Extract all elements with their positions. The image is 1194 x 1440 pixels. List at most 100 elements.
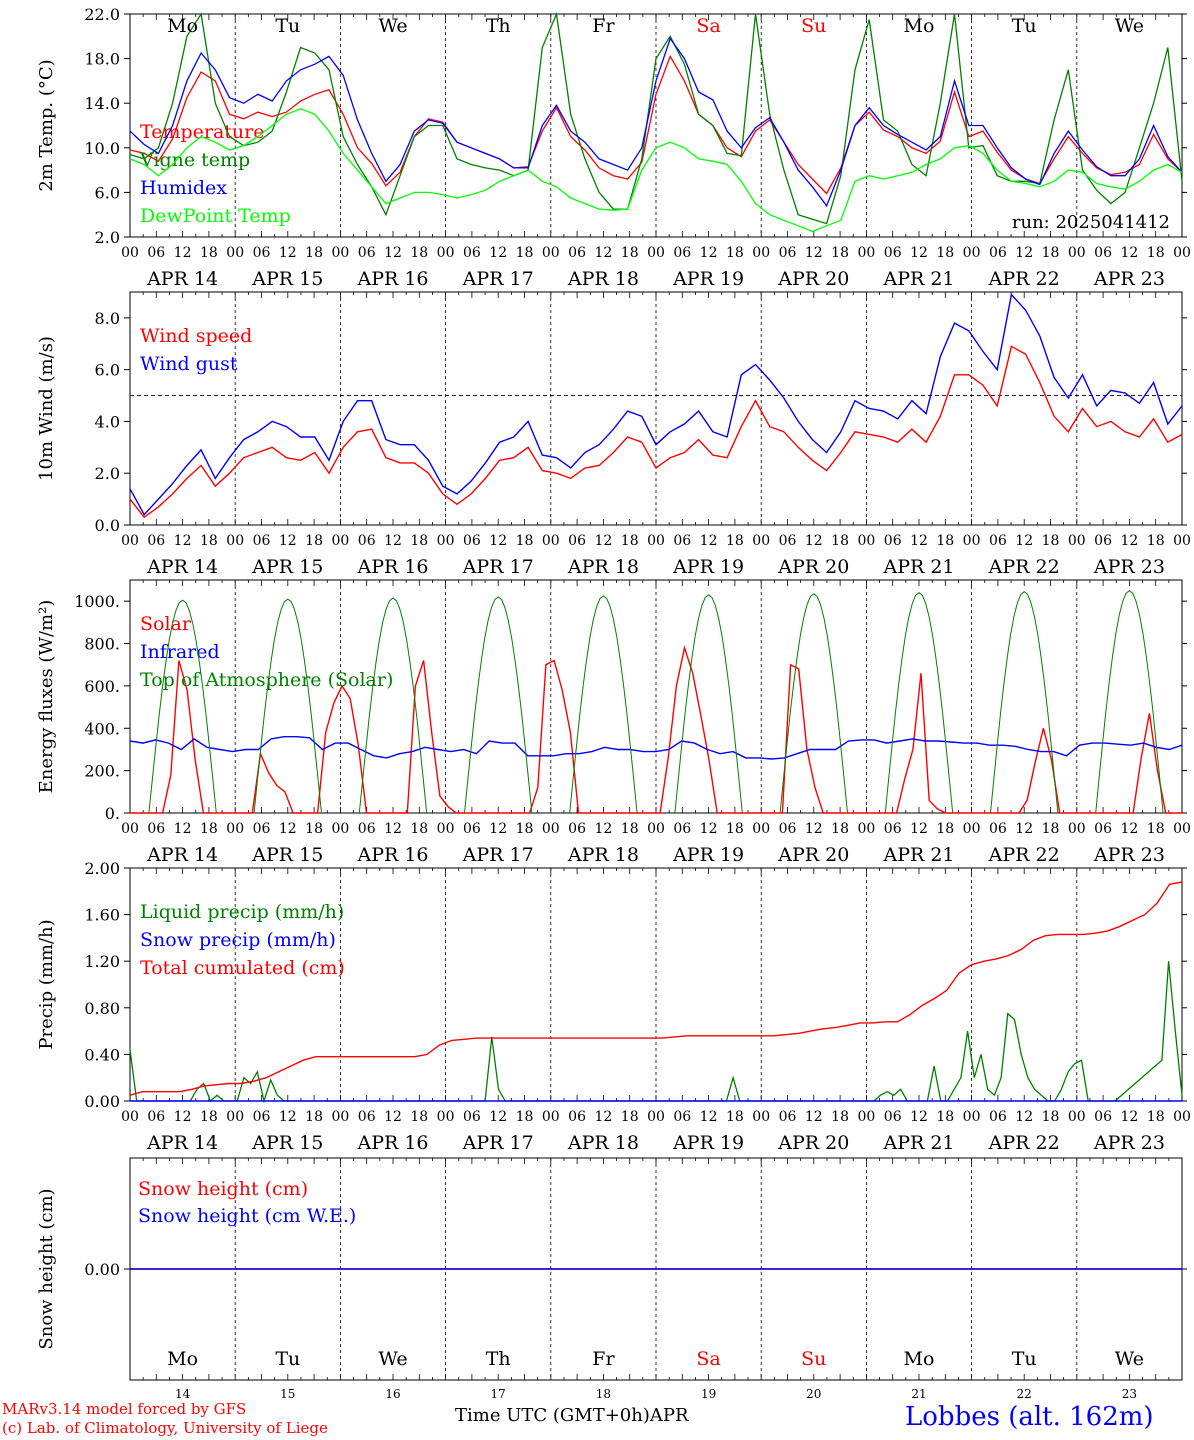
- hour-label: 00: [331, 1109, 349, 1125]
- date-label: APR 22: [988, 844, 1060, 866]
- y-tick-label: 0.00: [84, 1260, 120, 1279]
- hour-label: 12: [489, 1109, 507, 1125]
- series-line-dewpoint-temp: [129, 108, 1183, 233]
- hour-label: 06: [884, 533, 902, 549]
- hour-label: 18: [516, 245, 534, 261]
- hour-label: 18: [831, 821, 849, 837]
- weekday-label-top: Mo: [904, 15, 935, 37]
- date-label: APR 22: [988, 1132, 1060, 1154]
- hour-label: 06: [884, 245, 902, 261]
- hour-label: 12: [1015, 821, 1033, 837]
- hour-label: 00: [226, 1109, 244, 1125]
- hour-label: 06: [147, 1109, 165, 1125]
- legend-entry: Wind gust: [140, 353, 238, 375]
- hour-label: 06: [673, 533, 691, 549]
- legend-entry: Liquid precip (mm/h): [140, 901, 344, 923]
- hour-label: 00: [542, 245, 560, 261]
- hour-label: 00: [331, 245, 349, 261]
- hour-label: 18: [621, 821, 639, 837]
- y-tick-label: 200.: [84, 762, 120, 781]
- hour-label: 18: [410, 1109, 428, 1125]
- hour-label: 12: [384, 533, 402, 549]
- hour-label: 18: [1147, 245, 1165, 261]
- hour-label: 06: [779, 821, 797, 837]
- y-axis-label: Precip (mm/h): [36, 919, 57, 1049]
- legend-entry: DewPoint Temp: [140, 205, 291, 227]
- hour-label: 18: [410, 821, 428, 837]
- hour-label: 06: [1094, 245, 1112, 261]
- hour-label: 18: [936, 821, 954, 837]
- model-credit: MARv3.14 model forced by GFS: [2, 1400, 247, 1418]
- hour-label: 12: [489, 533, 507, 549]
- hour-label: 00: [437, 245, 455, 261]
- hour-label: 00: [542, 821, 560, 837]
- hour-label: 12: [279, 245, 297, 261]
- date-label: APR 21: [882, 1132, 954, 1154]
- series-line-humidex: [129, 37, 1183, 208]
- hour-label: 00: [331, 533, 349, 549]
- hour-label: 12: [279, 821, 297, 837]
- hour-label: 12: [805, 1109, 823, 1125]
- hour-label: 18: [410, 533, 428, 549]
- y-tick-label: 2.0: [95, 464, 120, 483]
- hour-label: 18: [726, 533, 744, 549]
- hour-label: 12: [489, 821, 507, 837]
- hour-label: 00: [963, 245, 981, 261]
- hour-label: 12: [174, 533, 192, 549]
- toa-solar-arc: [1095, 589, 1164, 814]
- hour-label: 00: [437, 1109, 455, 1125]
- weekday-label-bottom: Su: [801, 1348, 826, 1370]
- hour-label: 00: [1173, 245, 1191, 261]
- weekday-label-top: We: [378, 15, 407, 37]
- date-label: APR 15: [251, 268, 323, 290]
- hour-label: 18: [831, 1109, 849, 1125]
- hour-label: 00: [963, 533, 981, 549]
- y-tick-label: 0.80: [84, 999, 120, 1018]
- hour-label: 06: [673, 1109, 691, 1125]
- hour-label: 12: [174, 821, 192, 837]
- toa-solar-arc: [884, 592, 954, 814]
- hour-label: 00: [857, 1109, 875, 1125]
- date-label: APR 18: [567, 1132, 639, 1154]
- hour-label: 12: [279, 533, 297, 549]
- hour-label: 00: [226, 245, 244, 261]
- y-tick-label: 8.0: [95, 309, 120, 328]
- time-axis-label: Time UTC (GMT+0h): [455, 1405, 650, 1426]
- hour-label: 12: [700, 1109, 718, 1125]
- y-tick-label: 1.60: [84, 906, 120, 925]
- hour-label: 18: [1147, 533, 1165, 549]
- hour-label: 12: [805, 821, 823, 837]
- hour-label: 00: [857, 821, 875, 837]
- day-number-label: 19: [701, 1387, 716, 1401]
- date-label: APR 16: [356, 268, 428, 290]
- hour-label: 06: [253, 821, 271, 837]
- hour-label: 06: [463, 533, 481, 549]
- hour-label: 18: [1042, 1109, 1060, 1125]
- series-line-temperature: [129, 54, 1183, 195]
- hour-label: 12: [594, 245, 612, 261]
- date-label: APR 16: [356, 556, 428, 578]
- hour-label: 18: [1147, 821, 1165, 837]
- panel-frame: [129, 13, 1183, 238]
- weekday-label-top: Mo: [167, 15, 198, 37]
- date-label: APR 14: [146, 844, 218, 866]
- hour-label: 00: [1068, 1109, 1086, 1125]
- hour-label: 18: [936, 245, 954, 261]
- hour-label: 12: [384, 245, 402, 261]
- hour-label: 18: [621, 245, 639, 261]
- hour-label: 00: [121, 1109, 139, 1125]
- hour-label: 06: [253, 1109, 271, 1125]
- date-label: APR 17: [462, 1132, 534, 1154]
- y-tick-label: 22.0: [84, 5, 120, 24]
- hour-label: 12: [1120, 245, 1138, 261]
- hour-label: 12: [1015, 533, 1033, 549]
- weekday-label-top: We: [1115, 15, 1144, 37]
- legend-entry: Humidex: [140, 177, 227, 199]
- hour-label: 12: [1015, 245, 1033, 261]
- hour-label: 18: [1042, 533, 1060, 549]
- hour-label: 18: [726, 821, 744, 837]
- date-label: APR 20: [777, 1132, 849, 1154]
- hour-label: 18: [726, 1109, 744, 1125]
- hour-label: 18: [831, 533, 849, 549]
- hour-label: 06: [989, 1109, 1007, 1125]
